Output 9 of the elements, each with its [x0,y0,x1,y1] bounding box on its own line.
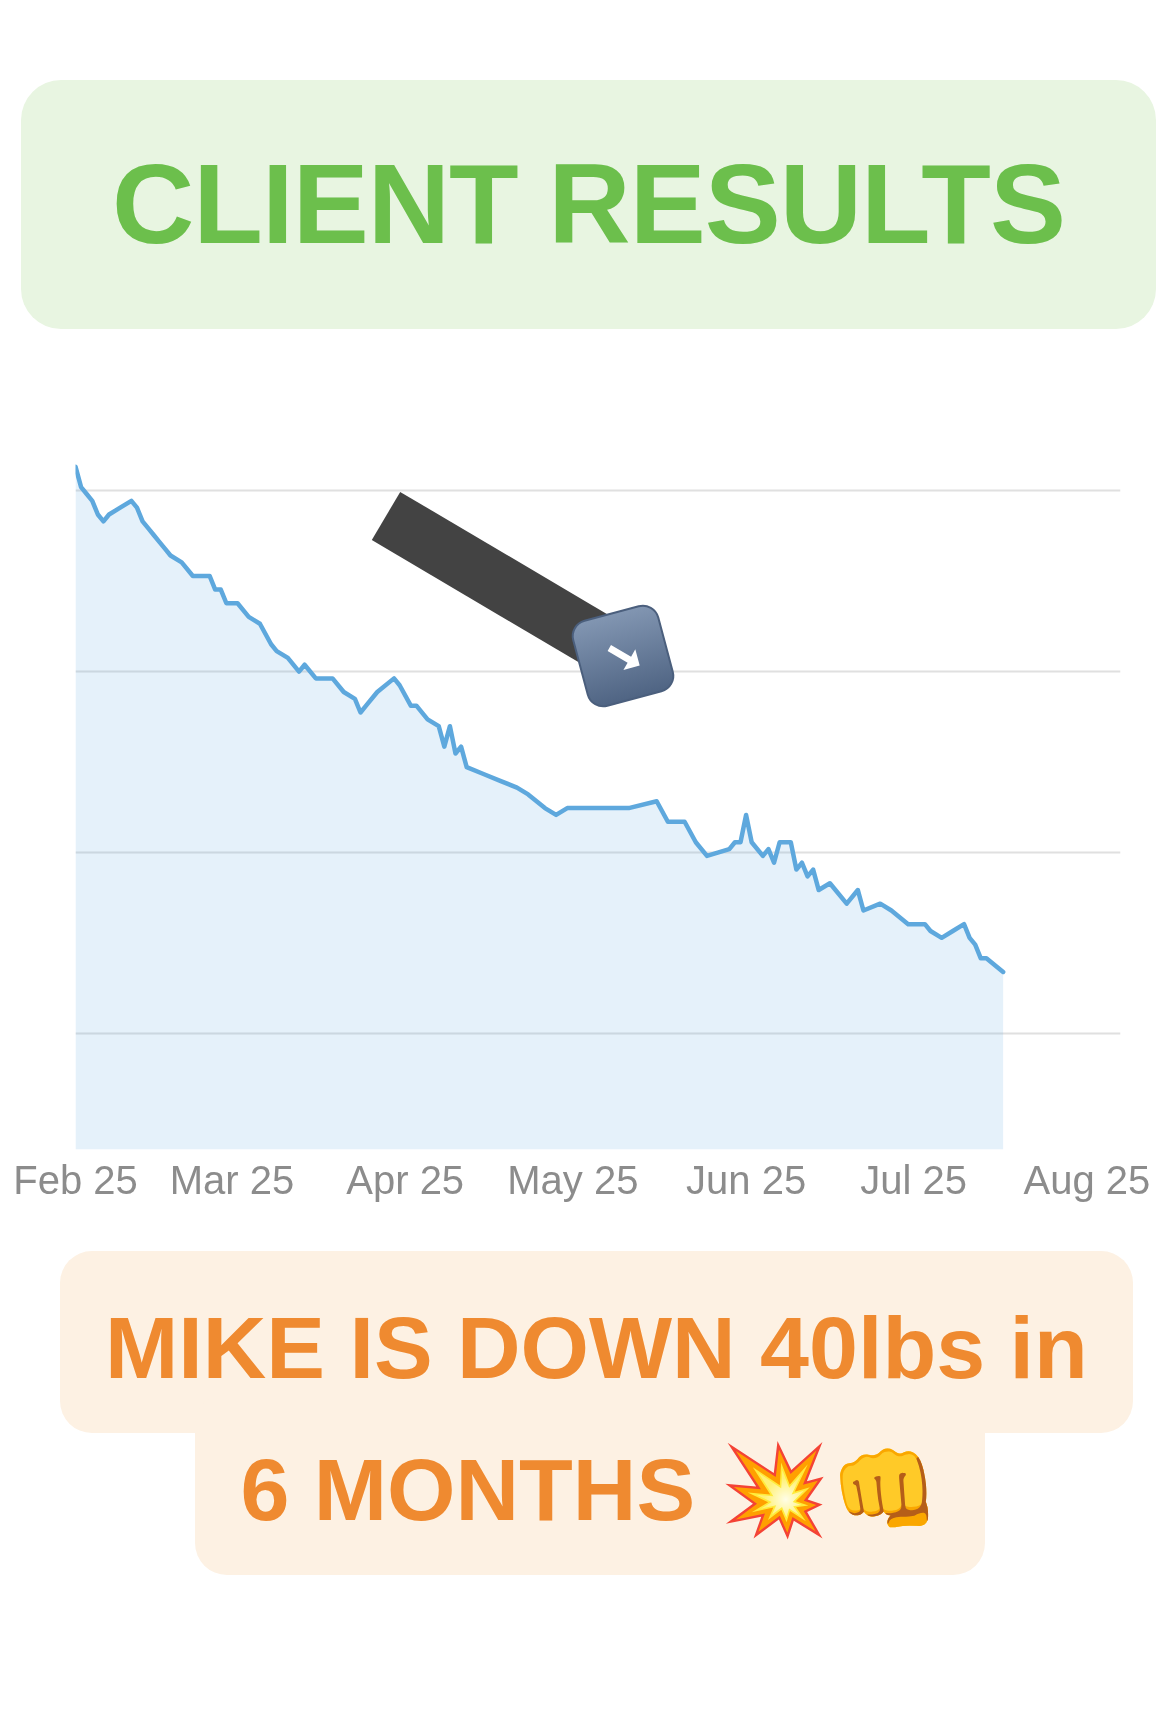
x-tick-label: Jul 25 [860,1157,968,1202]
x-tick-label: May 25 [507,1157,639,1202]
x-tick-label: Feb 25 [13,1157,138,1202]
x-tick-label: Mar 25 [169,1157,295,1202]
x-tick-label: Jun 25 [686,1157,807,1202]
text: MIKE IS DOWN 40lbs in 6 MONTHS 💥👊 [60,1251,1133,1575]
x-tick-label: Aug 25 [1023,1157,1151,1202]
chart-title: CLIENT RESULTS [112,139,1065,270]
x-tick-label: Apr 25 [346,1157,465,1202]
